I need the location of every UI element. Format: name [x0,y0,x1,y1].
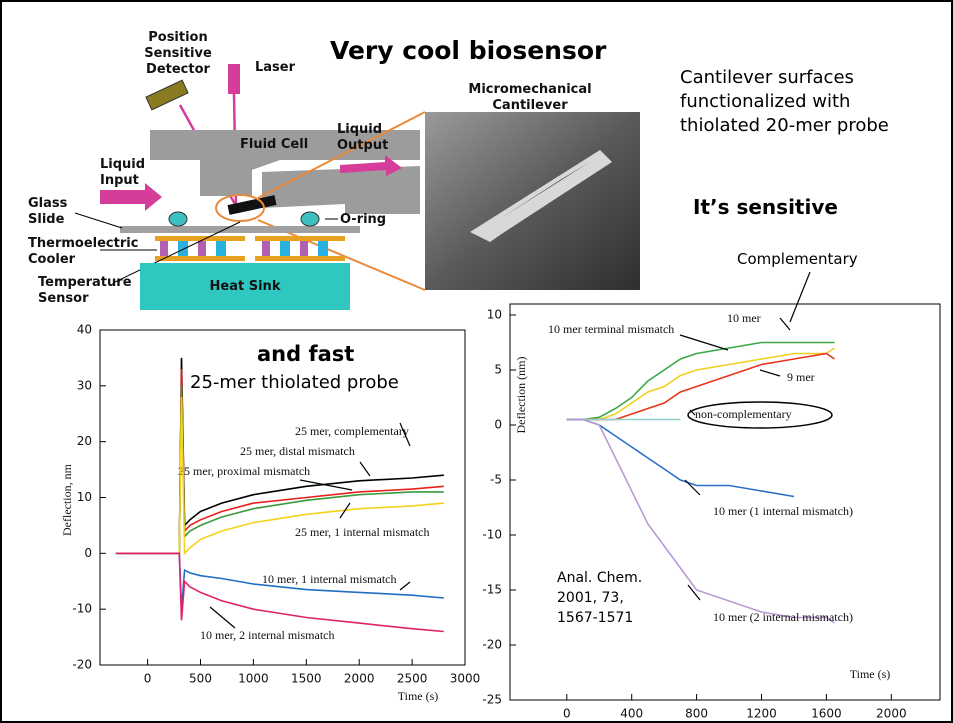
y-tick-label: 20 [77,434,92,448]
pointer [780,318,790,330]
series-label: non-complementary [695,407,792,421]
pillar [198,241,206,256]
series-label: 25 mer, proximal mismatch [178,464,310,478]
pillar [300,241,308,256]
y-tick-label: -20 [482,638,502,652]
annotation: 25-mer thiolated probe [190,372,399,393]
subheading: It’s sensitive [693,195,838,219]
y-tick-label: 0 [84,546,92,560]
citation-line: 2001, 73, [557,588,642,608]
x-tick-label: 2500 [397,672,428,686]
pointer [300,480,352,490]
o-ring [169,212,187,226]
y-tick-label: -10 [482,528,502,542]
description: Cantilever surfaces functionalized with … [680,66,935,138]
x-tick-label: 1000 [238,672,269,686]
label: Liquid Output [337,122,397,154]
glass-slide [120,226,360,233]
annotation: Complementary [737,250,858,268]
pillar [280,241,290,256]
pointer [210,607,235,628]
x-tick-label: 800 [685,707,708,721]
pointer [760,370,780,376]
slide: 050010001500200025003000-20-10010203040T… [0,0,953,723]
series-label: 10 mer (2 internal mismatch) [713,610,853,624]
x-tick-label: 1600 [811,707,842,721]
series-label: 10 mer [727,311,761,325]
label: Laser [255,60,295,76]
pointer [790,272,810,322]
o-ring [301,212,319,226]
y-tick-label: -25 [482,693,502,707]
plot-frame [510,304,940,700]
y-tick-label: 40 [77,323,92,337]
x-tick-label: 3000 [450,672,481,686]
cooler-plate [155,236,245,241]
pillar [216,241,226,256]
series-label: 10 mer, 2 internal mismatch [200,628,334,642]
pillar [262,241,270,256]
x-tick-label: 1500 [291,672,322,686]
x-tick-label: 2000 [344,672,375,686]
x-tick-label: 500 [189,672,212,686]
label: Temperature Sensor [38,275,138,307]
pointer [680,335,728,350]
y-tick-label: -20 [72,658,92,672]
pointer [685,480,700,495]
pointer [360,462,370,476]
label: Glass Slide [28,196,78,228]
series-line [567,420,794,497]
pillar [160,241,168,256]
series-label: 25 mer, 1 internal mismatch [295,525,429,539]
y-tick-label: 10 [487,308,502,322]
y-tick-label: -15 [482,583,502,597]
x-axis-label: Time (s) [398,689,439,703]
series-label: 9 mer [787,370,815,384]
slide-title: Very cool biosensor [330,36,606,65]
series-label: 10 mer terminal mismatch [548,322,674,336]
pointer [400,582,410,590]
detector [146,80,188,110]
series-line [116,553,444,631]
pointer [75,213,122,228]
citation-line: Anal. Chem. [557,568,642,588]
label: Heat Sink [140,279,350,295]
x-tick-label: 0 [144,672,152,686]
label: Liquid Input [100,157,155,189]
x-tick-label: 2000 [876,707,907,721]
laser [228,64,240,94]
y-tick-label: 10 [77,490,92,504]
y-tick-label: -10 [72,602,92,616]
cooler-plate [255,256,345,261]
cooler-plate [255,236,345,241]
series-label: 25 mer, distal mismatch [240,444,355,458]
series-label: 25 mer, complementary [295,424,409,438]
pillar [318,241,328,256]
pillar [178,241,188,256]
x-tick-label: 400 [620,707,643,721]
label: Thermoelectric Cooler [28,236,138,268]
subheading: and fast [257,342,354,366]
x-tick-label: 0 [563,707,571,721]
fluid-cell-lower [262,166,420,214]
citation-line: 1567-1571 [557,608,642,628]
label: Micromechanical Cantilever [465,82,595,114]
x-tick-label: 1200 [746,707,777,721]
y-tick-label: 5 [494,363,502,377]
y-tick-label: 0 [494,418,502,432]
series-label: 10 mer, 1 internal mismatch [262,572,396,586]
series-label: 10 mer (1 internal mismatch) [713,504,853,518]
label: O-ring [340,212,386,228]
label: Fluid Cell [240,137,308,153]
y-axis-label: Deflection (nm) [514,357,528,434]
citation: Anal. Chem. 2001, 73, 1567-1571 [557,568,642,628]
label: Position Sensitive Detector [130,30,226,78]
x-axis-label: Time (s) [850,667,891,681]
y-tick-label: 30 [77,378,92,392]
y-tick-label: -5 [490,473,502,487]
y-axis-label: Deflection, nm [60,463,74,536]
